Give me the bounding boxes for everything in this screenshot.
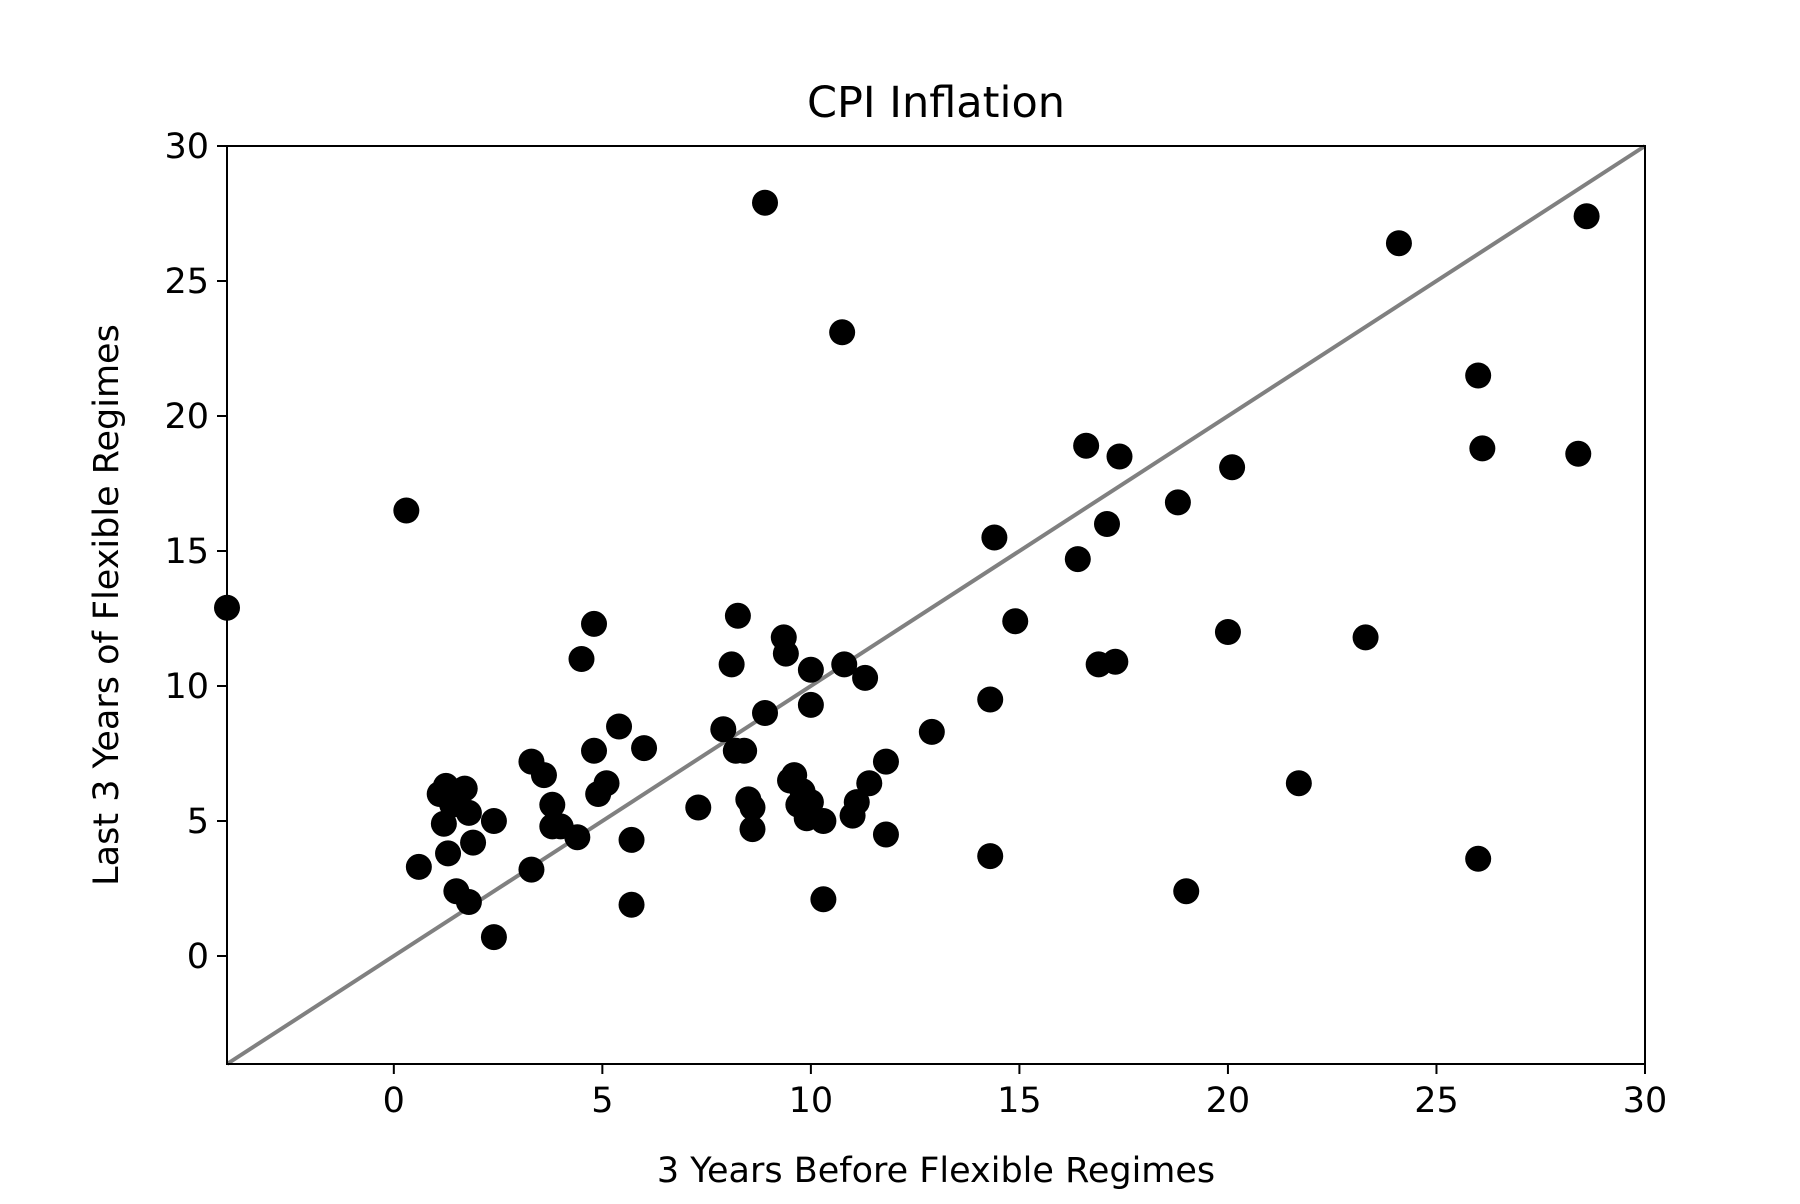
scatter-point [480,808,507,834]
scatter-point [1073,432,1100,459]
y-tick-label: 10 [164,667,209,707]
x-tick-label: 0 [383,1081,405,1121]
scatter-point [1093,511,1120,537]
scatter-point [831,651,858,678]
scatter-point [1565,440,1592,467]
scatter-point [1385,230,1412,257]
y-tick-label: 20 [164,397,209,437]
scatter-point [518,856,545,883]
scatter-point [631,735,658,762]
axis-ticks: 0 5 10 15 20 25 30 0 5 10 15 20 25 30 [164,127,1667,1121]
scatter-point [752,189,779,216]
scatter-point [1064,546,1091,573]
scatter-point [710,716,737,743]
scatter-point [797,789,824,816]
scatter-point [393,497,420,524]
scatter-point [977,686,1004,713]
scatter-point [618,826,645,853]
scatter-point [460,829,487,856]
reference-line-45deg [225,144,1647,1066]
scatter-point [797,656,824,683]
x-tick-label: 10 [789,1081,834,1121]
scatter-point [480,924,507,951]
scatter-point [1219,454,1246,481]
x-tick-label: 5 [591,1081,613,1121]
x-tick-label: 25 [1414,1081,1459,1121]
scatter-point [581,610,608,637]
scatter-point [797,691,824,718]
scatter-point [1352,624,1379,651]
scatter-point [1469,435,1496,462]
y-tick-label: 25 [164,262,209,302]
y-tick-label: 0 [187,937,209,977]
scatter-point [568,646,595,672]
y-tick-label: 5 [187,802,209,842]
y-tick-label: 15 [164,532,209,572]
scatter-point [685,794,712,821]
scatter-point [1173,878,1200,905]
scatter-point [718,651,745,678]
plot-frame [226,145,1646,1065]
scatter-point [1102,648,1129,675]
x-tick-label: 20 [1206,1081,1251,1121]
scatter-point [606,713,633,740]
y-axis-label: Last 3 Years of Flexible Regimes [87,324,127,886]
scatter-point [581,737,608,764]
scatter-point [810,808,837,834]
scatter-point [752,700,779,726]
scatter-point [918,718,945,745]
scatter-point [977,843,1004,870]
x-tick-label: 30 [1623,1081,1668,1121]
scatter-point [455,889,482,915]
scatter-point [539,791,566,818]
scatter-point [405,853,432,880]
scatter-point [981,524,1008,551]
scatter-point [451,775,478,802]
scatter-point [724,602,751,629]
plot-area [214,144,1647,1066]
scatter-point [1002,608,1029,635]
scatter-point [829,319,856,346]
scatter-point [564,824,591,851]
scatter-point [1214,619,1241,645]
scatter-point [739,816,766,843]
y-tick-label: 30 [164,127,209,167]
chart-title: CPI Inflation [807,78,1065,128]
scatter-point [435,840,462,867]
x-axis-label: 3 Years Before Flexible Regimes [657,1151,1215,1191]
scatter-point [843,789,870,816]
scatter-point [739,794,766,821]
scatter-point [1573,203,1600,230]
scatter-point [1465,362,1492,389]
x-tick-label: 15 [997,1081,1042,1121]
scatter-point [618,891,645,918]
scatter-point [593,770,620,797]
scatter-point [1164,489,1191,516]
scatter-point [872,748,899,775]
scatter-point [530,762,557,789]
scatter-point [872,821,899,848]
scatter-point [810,886,837,913]
scatter-point [1465,845,1492,872]
scatter-point [772,640,799,667]
scatter-point [455,799,482,826]
scatter-point [1106,443,1133,470]
scatter-point [731,737,758,764]
scatter-point [852,664,879,691]
scatter-point [856,770,883,797]
scatter-point [1285,770,1312,797]
